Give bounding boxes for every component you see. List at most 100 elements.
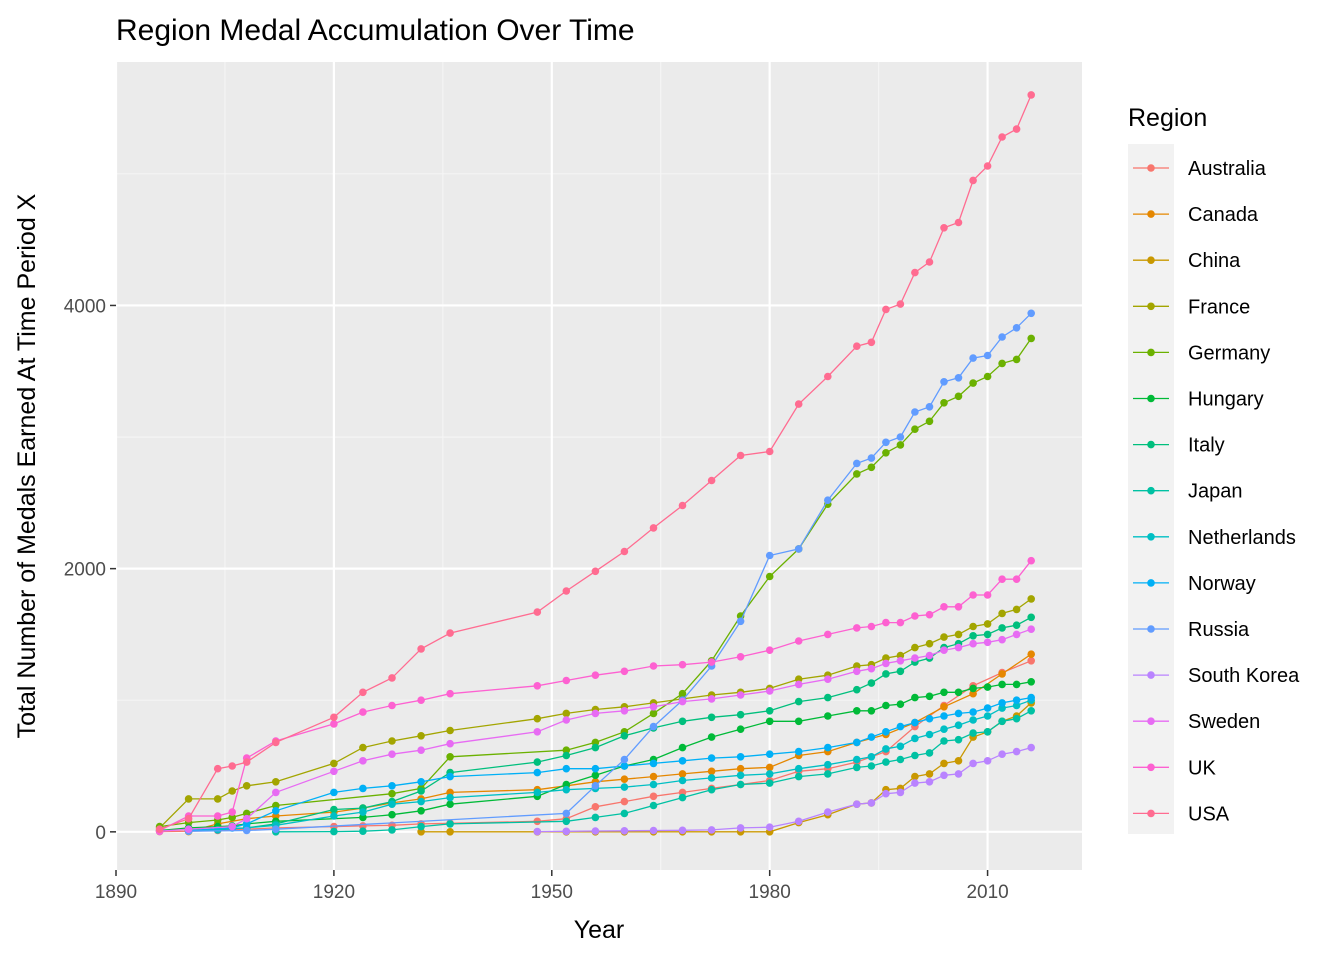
data-point-canada: [969, 689, 977, 698]
data-point-hungary: [896, 700, 905, 708]
data-point-norway: [853, 738, 861, 747]
data-point-canada: [446, 788, 454, 797]
data-point-china: [911, 772, 919, 781]
data-point-norway: [911, 718, 919, 727]
data-point-usa: [533, 608, 542, 616]
data-point-italy: [562, 751, 571, 760]
data-point-canada: [765, 763, 774, 772]
legend-label: France: [1188, 296, 1250, 318]
data-point-australia: [678, 788, 687, 797]
data-point-uk: [388, 701, 396, 710]
x-tick-label: 1890: [95, 882, 137, 903]
data-point-hungary: [707, 733, 716, 741]
data-point-uk: [998, 575, 1006, 583]
data-point-south-korea: [736, 824, 745, 832]
data-point-japan: [925, 749, 934, 757]
data-point-norway: [925, 714, 934, 723]
legend-key-point: [1147, 394, 1155, 403]
data-point-hungary: [562, 780, 571, 789]
data-point-sweden: [591, 709, 600, 718]
data-point-usa: [562, 587, 571, 595]
data-point-japan: [940, 737, 948, 745]
data-point-hungary: [925, 692, 934, 701]
data-point-germany: [649, 709, 658, 718]
data-point-sweden: [184, 825, 193, 833]
data-point-netherlands: [954, 721, 963, 729]
data-point-uk: [969, 591, 977, 599]
y-axis-title: Total Number of Medals Earned At Time Pe…: [13, 193, 41, 738]
data-point-germany: [765, 572, 774, 581]
data-point-south-korea: [794, 817, 803, 826]
data-point-uk: [1027, 556, 1035, 565]
data-point-netherlands: [417, 797, 425, 806]
data-point-russia: [1012, 324, 1021, 332]
data-point-japan: [867, 762, 876, 770]
data-point-norway: [983, 704, 992, 712]
data-point-france: [911, 643, 919, 652]
data-point-russia: [896, 433, 905, 441]
data-point-sweden: [940, 646, 948, 654]
data-point-norway: [1012, 696, 1021, 704]
data-point-netherlands: [969, 716, 977, 724]
legend-item-russia: Russia: [1133, 619, 1250, 641]
legend-item-italy: Italy: [1133, 435, 1225, 457]
data-point-hungary: [998, 680, 1006, 689]
data-point-russia: [911, 408, 919, 416]
data-point-canada: [620, 775, 629, 783]
data-point-france: [272, 778, 280, 786]
legend-label: Netherlands: [1188, 527, 1296, 549]
data-point-france: [940, 633, 948, 641]
data-point-hungary: [824, 712, 832, 720]
data-point-uk: [562, 676, 571, 685]
data-point-japan: [882, 758, 890, 766]
legend-key-point: [1147, 579, 1155, 587]
data-point-japan: [736, 780, 745, 789]
data-point-uk: [867, 622, 876, 631]
series-line-china: [421, 702, 1032, 833]
data-point-russia: [1027, 309, 1035, 318]
data-point-usa: [911, 268, 919, 277]
data-point-norway: [446, 772, 454, 781]
data-point-south-korea: [940, 771, 948, 780]
data-point-netherlands: [824, 760, 832, 769]
data-point-germany: [954, 392, 963, 401]
data-point-sweden: [620, 707, 629, 715]
data-point-usa: [228, 762, 236, 770]
data-point-netherlands: [330, 812, 338, 820]
data-point-sweden: [272, 788, 280, 797]
data-point-uk: [228, 808, 236, 816]
data-point-hungary: [1027, 678, 1035, 686]
data-point-south-korea: [882, 789, 890, 798]
data-point-uk: [417, 696, 425, 704]
legend-item-south-korea: South Korea: [1133, 665, 1300, 687]
data-point-netherlands: [882, 745, 890, 753]
x-tick-label: 2010: [966, 882, 1008, 903]
data-point-japan: [765, 779, 774, 787]
x-axis-title: Year: [574, 916, 625, 944]
data-point-japan: [591, 813, 600, 822]
legend-key-point: [1147, 348, 1155, 357]
data-point-usa: [940, 224, 948, 232]
data-point-usa: [184, 814, 193, 823]
data-point-sweden: [678, 697, 687, 706]
data-point-usa: [969, 176, 977, 185]
data-point-sweden: [359, 757, 367, 765]
data-point-norway: [562, 764, 571, 773]
data-point-china: [446, 828, 454, 836]
data-point-japan: [896, 755, 905, 764]
data-point-netherlands: [925, 730, 934, 739]
data-point-norway: [678, 757, 687, 765]
data-point-norway: [359, 784, 367, 793]
minor-gridlines: [116, 62, 1082, 870]
data-point-uk: [330, 720, 338, 728]
series-line-russia: [188, 312, 1032, 832]
data-point-china: [925, 770, 934, 778]
data-point-uk: [954, 603, 963, 611]
data-point-australia: [620, 797, 629, 806]
data-point-china: [417, 828, 425, 836]
data-point-usa: [591, 567, 600, 576]
data-point-usa: [242, 758, 251, 766]
data-point-china: [954, 757, 963, 765]
